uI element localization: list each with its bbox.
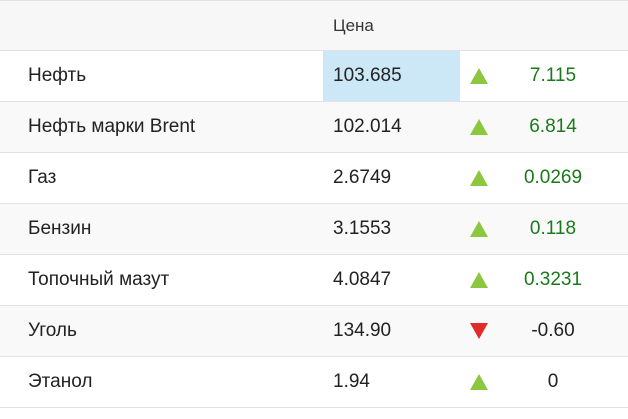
commodity-name: Топочный мазут (28, 269, 170, 290)
triangle-up-icon (470, 272, 488, 288)
direction-cell (460, 153, 498, 203)
commodity-change: 0.0269 (523, 167, 583, 188)
triangle-up-icon (470, 119, 488, 135)
triangle-up-icon (470, 170, 488, 186)
commodity-price-table: Цена Нефть 103.685 7.115 Нефть марки Bre… (0, 0, 628, 408)
triangle-up-icon (470, 68, 488, 84)
commodity-price: 3.1553 (333, 218, 392, 239)
direction-cell (460, 102, 498, 152)
direction-cell (460, 51, 498, 101)
commodity-change: 7.115 (529, 65, 577, 86)
commodity-change: 0.3231 (523, 269, 583, 290)
commodity-price: 4.0847 (333, 269, 392, 290)
commodity-change: 6.814 (529, 116, 577, 137)
direction-cell (460, 204, 498, 254)
commodity-name: Нефть марки Brent (28, 116, 196, 137)
commodity-name: Газ (28, 167, 57, 188)
table-row[interactable]: Газ 2.6749 0.0269 (0, 153, 628, 204)
direction-cell (460, 255, 498, 305)
commodity-price: 2.6749 (333, 167, 392, 188)
commodity-change: 0 (547, 371, 559, 392)
header-change (498, 1, 608, 50)
table-row[interactable]: Нефть марки Brent 102.014 6.814 (0, 102, 628, 153)
commodity-name: Бензин (28, 218, 92, 239)
table-row[interactable]: Этанол 1.94 0 (0, 357, 628, 408)
triangle-down-icon (470, 323, 488, 339)
table-row[interactable]: Топочный мазут 4.0847 0.3231 (0, 255, 628, 306)
table-row[interactable]: Бензин 3.1553 0.118 (0, 204, 628, 255)
triangle-up-icon (470, 221, 488, 237)
commodity-name: Нефть (28, 65, 87, 86)
table-row[interactable]: Уголь 134.90 -0.60 (0, 306, 628, 357)
table-header-row: Цена (0, 1, 628, 51)
header-direction (460, 1, 498, 50)
header-name (7, 1, 323, 50)
triangle-up-icon (470, 374, 488, 390)
header-price[interactable]: Цена (333, 15, 374, 35)
table-row[interactable]: Нефть 103.685 7.115 (0, 51, 628, 102)
commodity-price: 134.90 (333, 320, 392, 341)
direction-cell (460, 306, 498, 356)
commodity-price: 102.014 (333, 116, 402, 137)
commodity-name: Уголь (28, 320, 77, 341)
commodity-change: -0.60 (531, 320, 575, 341)
direction-cell (460, 357, 498, 407)
commodity-price: 1.94 (333, 371, 370, 392)
commodity-name: Этанол (28, 371, 93, 392)
commodity-price: 103.685 (323, 51, 460, 101)
commodity-change: 0.118 (529, 218, 577, 239)
